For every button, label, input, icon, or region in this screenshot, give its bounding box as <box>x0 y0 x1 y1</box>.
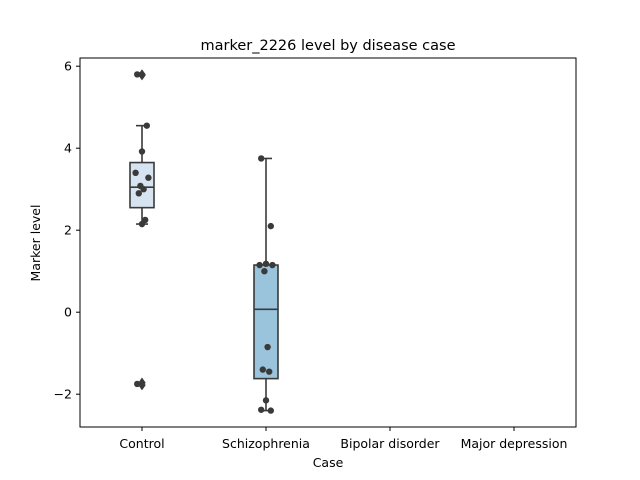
data-point <box>262 260 270 268</box>
data-point <box>132 169 139 176</box>
data-point <box>267 407 274 414</box>
data-point <box>140 186 147 193</box>
data-point <box>134 380 141 388</box>
data-point <box>256 261 263 269</box>
chart-title: marker_2226 level by disease case <box>201 38 456 54</box>
data-point <box>138 148 146 155</box>
y-axis-label: Marker level <box>28 205 43 282</box>
data-point <box>145 174 152 181</box>
data-point <box>134 71 141 78</box>
data-point <box>135 190 142 197</box>
data-point <box>138 220 146 228</box>
x-tick-label: Control <box>119 436 164 451</box>
x-axis-label: Case <box>313 455 344 470</box>
y-tick-label: 4 <box>64 141 72 156</box>
x-tick-label: Major depression <box>461 436 568 451</box>
box-1 <box>253 264 279 380</box>
data-point <box>267 222 274 230</box>
plot-area: −2 0 2 4 6 Control Schizophrenia Bipolar disord… <box>54 57 577 451</box>
data-point <box>264 343 271 351</box>
x-tick-label: Bipolar disorder <box>340 436 440 451</box>
y-tick-label: −2 <box>54 387 72 402</box>
data-point <box>261 268 268 275</box>
data-point <box>143 122 150 129</box>
data-point <box>269 261 276 269</box>
data-point <box>262 397 270 404</box>
data-point <box>258 155 265 162</box>
data-point <box>259 366 266 373</box>
y-tick-label: 2 <box>64 223 72 238</box>
y-tick-label: 0 <box>64 305 72 320</box>
y-tick-label: 6 <box>64 59 72 74</box>
data-point <box>258 406 265 413</box>
plot-frame <box>79 57 577 428</box>
data-point <box>266 368 273 375</box>
x-tick-label: Schizophrenia <box>222 436 310 451</box>
